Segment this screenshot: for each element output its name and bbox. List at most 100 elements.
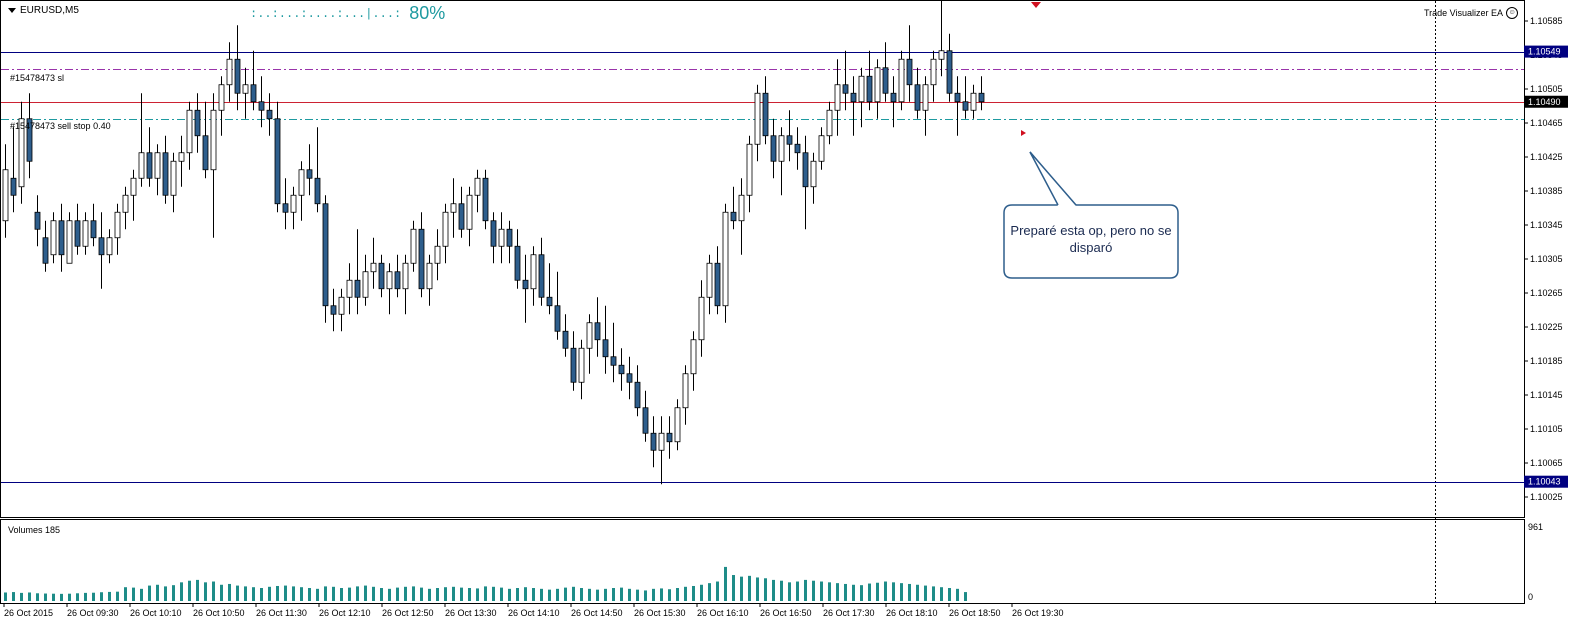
candle-body (562, 330, 569, 349)
volume-bar (772, 579, 775, 601)
volume-bar (276, 585, 279, 601)
expert-advisor-label[interactable]: Trade Visualizer EA ☺ (1424, 7, 1519, 19)
volume-bar (860, 585, 863, 601)
volume-bar (108, 591, 111, 601)
candle-body (426, 262, 433, 290)
candle-body (354, 279, 361, 298)
candle-body (570, 347, 577, 383)
volume-bar (188, 580, 191, 601)
volume-bar (492, 586, 495, 601)
price-tick-label: 1.10345 (1530, 220, 1563, 230)
candle-body (962, 101, 969, 111)
candle-body (50, 220, 57, 256)
time-tick-label: 26 Oct 10:50 (193, 608, 245, 618)
volume-max-label: 961 (1528, 522, 1543, 532)
symbol-timeframe: EURUSD,M5 (20, 5, 79, 16)
volume-bar (204, 582, 207, 601)
shift-marker-icon[interactable] (1031, 2, 1041, 8)
volume-bar (596, 589, 599, 601)
volume-bar (956, 588, 959, 601)
candle-body (154, 152, 161, 179)
symbol-header[interactable]: EURUSD,M5 (8, 5, 79, 16)
volume-bar (684, 586, 687, 601)
volume-bar (876, 582, 879, 601)
volume-bar (708, 583, 711, 601)
volume-bar (932, 586, 935, 601)
price-tick-label: 1.10465 (1530, 118, 1563, 128)
volume-bar (212, 581, 215, 601)
candle-body (474, 177, 481, 196)
candle-body (522, 279, 529, 290)
price-tag-label: 1.10549 (1528, 47, 1561, 57)
candle-body (666, 432, 673, 443)
candle-body (10, 177, 17, 196)
dropdown-triangle-icon[interactable] (8, 8, 16, 13)
volume-bar (284, 585, 287, 601)
candle-body (186, 109, 193, 154)
candle-body (402, 262, 409, 290)
candle-body (98, 237, 105, 256)
candle-body (746, 143, 753, 196)
price-tag (1524, 95, 1568, 108)
volume-bar (620, 587, 623, 601)
time-tick-label: 26 Oct 14:50 (571, 608, 623, 618)
candle-body (146, 152, 153, 179)
volume-bar (44, 593, 47, 601)
price-tag (1524, 475, 1568, 488)
price-tick-label: 1.10025 (1530, 492, 1563, 502)
candle-body (130, 177, 137, 196)
volume-bar (940, 587, 943, 601)
candle-body (466, 194, 473, 230)
time-tick-label: 26 Oct 10:10 (130, 608, 182, 618)
volume-bar (628, 588, 631, 601)
candle-body (650, 432, 657, 451)
volume-bar (580, 588, 583, 601)
volume-bar (364, 585, 367, 601)
volume-bar (332, 586, 335, 601)
candle-body (970, 92, 977, 111)
time-tick-label: 26 Oct 18:10 (886, 608, 938, 618)
volume-bar (140, 588, 143, 601)
time-tick-label: 26 Oct 09:30 (67, 608, 119, 618)
volume-bar (836, 583, 839, 601)
volume-bar (164, 586, 167, 601)
volume-bar (20, 592, 23, 601)
candle-body (338, 296, 345, 315)
candle-body (42, 237, 49, 264)
candle-body (642, 407, 649, 434)
volume-bar (180, 582, 183, 601)
candle-body (258, 101, 265, 111)
price-tick-label: 1.10065 (1530, 458, 1563, 468)
volume-bar (148, 585, 151, 601)
candle-body (122, 194, 129, 213)
candle-body (818, 135, 825, 162)
candle-body (290, 194, 297, 213)
volume-bar (668, 589, 671, 601)
price-tick-label: 1.10185 (1530, 356, 1563, 366)
candle-body (610, 356, 617, 366)
volume-bar (12, 592, 15, 601)
candle-body (274, 118, 281, 205)
volume-bar (556, 588, 559, 601)
volume-bar (852, 584, 855, 601)
volume-bar (572, 586, 575, 601)
volume-bar (508, 588, 511, 601)
candle-body (370, 262, 377, 273)
volume-bar (804, 579, 807, 601)
candle-body (954, 92, 961, 103)
candle-body (890, 92, 897, 103)
volume-bar (884, 581, 887, 601)
time-tick-label: 26 Oct 16:50 (760, 608, 812, 618)
candle-body (234, 58, 241, 94)
callout-text: Preparé esta op, pero no se disparó (1010, 223, 1172, 255)
volume-bar (548, 589, 551, 601)
volume-bar (316, 588, 319, 601)
volume-bar (516, 588, 519, 601)
volume-bar (748, 575, 751, 601)
volume-bar (356, 586, 359, 601)
candle-body (906, 58, 913, 86)
candle-body (242, 84, 249, 94)
volume-bar (636, 589, 639, 601)
candle-body (114, 211, 121, 239)
